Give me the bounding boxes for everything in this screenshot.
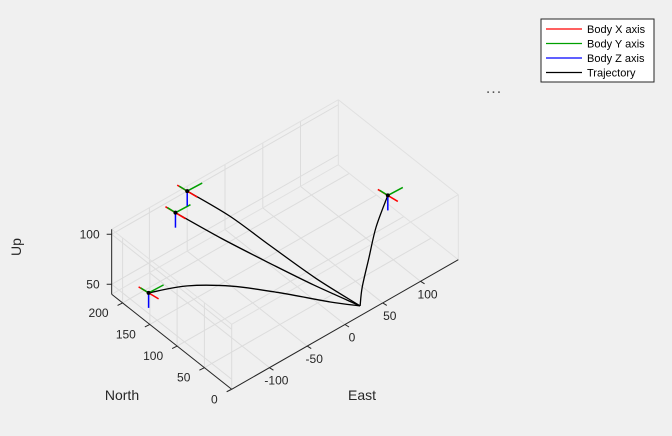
x-tick-label: -100: [264, 374, 288, 388]
body-y-axis-mark: [186, 182, 203, 192]
body-y-axis-mark: [148, 284, 164, 294]
body-frame: [165, 204, 191, 228]
legend-entry-label: Trajectory: [587, 68, 636, 80]
body-frame: [138, 284, 164, 308]
trajectory-line: [175, 212, 361, 307]
y-tick-label: 150: [116, 327, 136, 341]
box-edge: [111, 228, 232, 325]
y-axis-label: North: [105, 387, 139, 403]
x-tick-mark: [269, 367, 274, 371]
legend-entry-label: Body X axis: [587, 24, 646, 36]
box-edge: [111, 164, 339, 295]
more-options-button[interactable]: ...: [485, 80, 503, 97]
box-edge: [338, 164, 459, 261]
floor-grid-line: [149, 272, 270, 369]
y-tick-mark: [117, 302, 123, 306]
x-tick-label: 50: [383, 309, 397, 323]
trajectory-line: [359, 195, 389, 306]
body-origin-marker: [146, 290, 151, 295]
box-edge: [111, 99, 339, 230]
floor-grid-line: [224, 229, 346, 325]
tick-labels-layer: -100 -50 0 50 100 0 50 100 150 200 50 100: [80, 227, 438, 406]
body-origin-marker: [385, 193, 390, 198]
z-tick-label: 100: [80, 227, 100, 241]
trajectory-layer: [148, 190, 389, 307]
floor-grid-line: [186, 250, 308, 347]
body-frame: [176, 182, 203, 207]
y-axis-line: [111, 293, 232, 390]
legend[interactable]: Body X axis Body Y axis Body Z axis Traject…: [540, 18, 655, 83]
box-edge: [231, 194, 459, 325]
body-frames-layer: [138, 182, 404, 308]
body-frame: [377, 186, 404, 211]
wall-grid-line: [111, 104, 339, 235]
x-axis-label: East: [348, 387, 376, 403]
y-tick-label: 0: [211, 392, 218, 406]
y-tick-mark: [144, 324, 151, 328]
wall-grid-line: [111, 154, 339, 285]
y-tick-mark: [171, 345, 178, 350]
x-tick-mark: [306, 345, 312, 350]
legend-entry-label: Body Y axis: [587, 39, 645, 51]
y-tick-label: 100: [143, 349, 163, 363]
floor-grid-line: [122, 172, 350, 304]
x-tick-label: 100: [418, 287, 438, 301]
y-tick-label: 50: [177, 371, 191, 385]
grid-layer: [111, 99, 459, 390]
z-tick-label: 50: [86, 277, 100, 291]
body-y-axis-mark: [387, 186, 404, 197]
trajectory-line: [148, 284, 361, 307]
y-tick-mark: [199, 367, 205, 371]
x-tick-mark: [420, 280, 425, 285]
x-tick-mark: [344, 324, 350, 328]
body-origin-marker: [185, 189, 190, 194]
x-tick-label: -50: [306, 352, 324, 366]
body-origin-marker: [173, 210, 178, 215]
wall-grid-line: [111, 283, 232, 380]
floor-grid-line: [204, 237, 432, 369]
y-tick-label: 200: [89, 306, 109, 320]
box-edge: [338, 99, 459, 196]
trajectory-line: [186, 190, 361, 307]
y-tick-mark: [226, 388, 232, 393]
body-y-axis-mark: [175, 204, 191, 214]
floor-grid-line: [176, 216, 405, 347]
x-tick-label: 0: [349, 331, 356, 345]
x-tick-mark: [382, 302, 388, 306]
legend-entry-label: Body Z axis: [587, 53, 645, 65]
floor-grid-line: [300, 185, 421, 282]
z-axis-label: Up: [8, 238, 24, 256]
wall-grid-line: [111, 233, 232, 330]
axes-layer: [106, 229, 459, 393]
